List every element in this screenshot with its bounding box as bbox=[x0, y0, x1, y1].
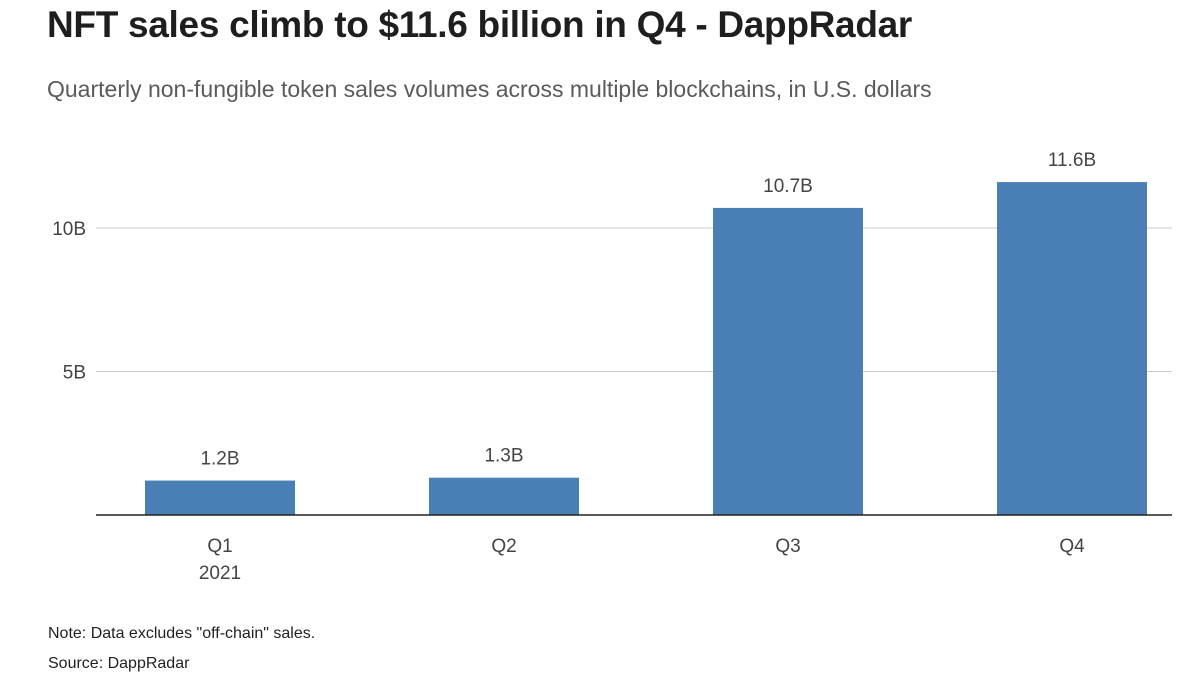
bar-q1 bbox=[145, 480, 295, 515]
bar-q4 bbox=[997, 182, 1147, 515]
data-labels: 1.2B 1.3B 10.7B 11.6B bbox=[200, 150, 1096, 469]
axes: 5B 10B Q1 2021 Q2 Q3 Q4 bbox=[52, 219, 1172, 584]
chart-subtitle: Quarterly non-fungible token sales volum… bbox=[47, 76, 932, 102]
bar-q2 bbox=[429, 477, 579, 515]
data-label: 11.6B bbox=[1048, 150, 1096, 171]
x-tick-label: Q1 bbox=[207, 536, 232, 557]
chart-note: Note: Data excludes "off-chain" sales. bbox=[48, 625, 316, 642]
bars bbox=[145, 182, 1147, 515]
x-tick-label: Q4 bbox=[1059, 536, 1085, 557]
y-tick-label: 10B bbox=[52, 219, 86, 240]
bar-q3 bbox=[713, 207, 863, 515]
y-tick-label: 5B bbox=[63, 363, 86, 384]
data-label: 1.2B bbox=[200, 449, 239, 470]
gridlines bbox=[96, 227, 1172, 372]
data-label: 1.3B bbox=[484, 446, 523, 467]
x-tick-sublabel: 2021 bbox=[199, 563, 241, 584]
chart-title: NFT sales climb to $11.6 billion in Q4 -… bbox=[47, 4, 912, 45]
bar-chart: 1.2B 1.3B 10.7B 11.6B 5B 10B Q1 2021 Q2 Q3 Q4 bbox=[52, 150, 1172, 584]
data-label: 10.7B bbox=[763, 176, 813, 197]
x-tick-label: Q2 bbox=[491, 536, 516, 557]
x-tick-label: Q3 bbox=[775, 536, 800, 557]
chart-source: Source: DappRadar bbox=[48, 655, 190, 672]
